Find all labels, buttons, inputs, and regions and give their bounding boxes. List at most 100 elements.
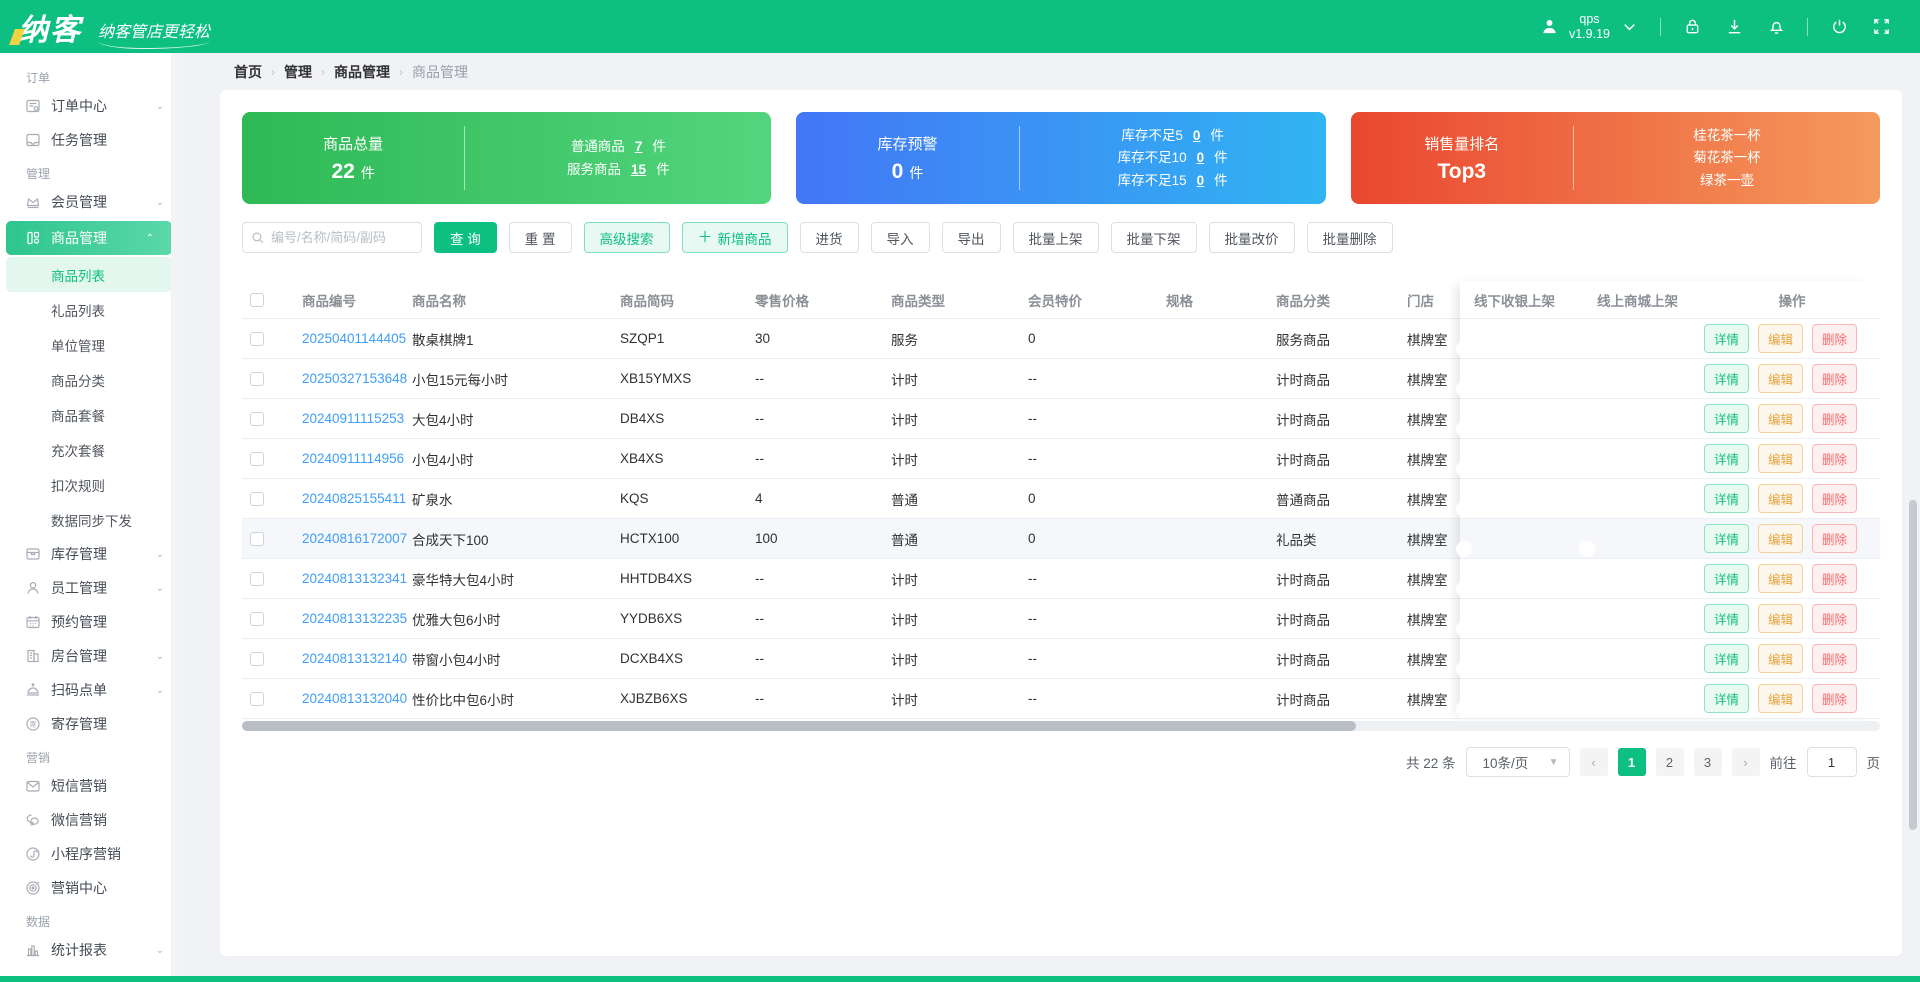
进货-button[interactable]: 进货 [799, 222, 859, 253]
page-number-button[interactable]: 1 [1617, 748, 1646, 776]
批量删除-button[interactable]: 批量删除 [1306, 222, 1393, 253]
导入-button[interactable]: 导入 [870, 222, 930, 253]
sidebar-item-寄存管理[interactable]: 寄寄存管理 [0, 707, 182, 741]
sidebar-subitem-商品分类[interactable]: 商品分类 [51, 373, 105, 389]
search-input[interactable] [271, 230, 413, 245]
delete-button[interactable]: 删除 [1812, 364, 1858, 393]
product-id-link[interactable]: 20250327153648 [302, 371, 408, 386]
product-id-link[interactable]: 20240813132140 [302, 651, 408, 666]
sidebar-item-员工管理[interactable]: 员工管理 ⌄ [0, 571, 182, 605]
sidebar-item-房台管理[interactable]: 房台管理 ⌄ [0, 639, 182, 673]
detail-button[interactable]: 详情 [1704, 444, 1750, 473]
product-id-link[interactable]: 20240813132040 [302, 691, 408, 706]
breadcrumb-item[interactable]: 商品管理 [334, 63, 390, 80]
批量下架-button[interactable]: 批量下架 [1110, 222, 1197, 253]
goto-page-input[interactable] [1806, 747, 1857, 777]
product-id-link[interactable]: 20240813132235 [302, 611, 408, 626]
sidebar-item-预约管理[interactable]: 预约管理 [0, 605, 182, 639]
detail-button[interactable]: 详情 [1704, 524, 1750, 553]
sidebar-item-营销中心[interactable]: 营销中心 [0, 871, 182, 905]
edit-button[interactable]: 编辑 [1758, 604, 1804, 633]
sidebar-subitem-充次套餐[interactable]: 充次套餐 [51, 443, 105, 459]
sidebar-subitem-礼品列表[interactable]: 礼品列表 [51, 303, 105, 319]
delete-button[interactable]: 删除 [1812, 524, 1858, 553]
product-id-link[interactable]: 20240813132341 [302, 571, 408, 586]
row-checkbox[interactable] [250, 691, 264, 706]
horizontal-scrollbar-thumb[interactable] [242, 721, 1356, 731]
product-id-link[interactable]: 20240825155411 [302, 491, 407, 506]
sidebar-item-统计报表[interactable]: 统计报表 ⌄ [0, 933, 182, 967]
lock-icon[interactable] [1681, 16, 1703, 38]
edit-button[interactable]: 编辑 [1758, 684, 1804, 713]
delete-button[interactable]: 删除 [1812, 564, 1858, 593]
row-checkbox[interactable] [250, 491, 264, 506]
sidebar-item-商品管理[interactable]: 商品管理 ⌃ [6, 221, 172, 255]
edit-button[interactable]: 编辑 [1758, 364, 1804, 393]
sidebar-item-会员管理[interactable]: 会员管理 ⌄ [0, 185, 182, 219]
product-id-link[interactable]: 20240911114956 [302, 451, 405, 466]
product-id-link[interactable]: 20240816172007 [302, 531, 408, 546]
detail-button[interactable]: 详情 [1704, 684, 1750, 713]
edit-button[interactable]: 编辑 [1758, 564, 1804, 593]
row-checkbox[interactable] [250, 371, 264, 386]
page-number-button[interactable]: 2 [1655, 748, 1684, 776]
detail-button[interactable]: 详情 [1704, 404, 1750, 433]
sidebar-item-短信营销[interactable]: 短信营销 [0, 769, 182, 803]
fullscreen-icon[interactable] [1870, 16, 1892, 38]
breadcrumb-item[interactable]: 首页 [234, 63, 262, 80]
delete-button[interactable]: 删除 [1812, 484, 1858, 513]
detail-button[interactable]: 详情 [1704, 644, 1750, 673]
download-icon[interactable] [1723, 16, 1745, 38]
edit-button[interactable]: 编辑 [1758, 404, 1804, 433]
user-menu[interactable]: qps v1.9.19 [1539, 12, 1640, 41]
sidebar-item-扫码点单[interactable]: 扫码点单 ⌄ [0, 673, 182, 707]
edit-button[interactable]: 编辑 [1758, 444, 1804, 473]
批量改价-button[interactable]: 批量改价 [1208, 222, 1295, 253]
row-checkbox[interactable] [250, 531, 264, 546]
detail-button[interactable]: 详情 [1704, 564, 1750, 593]
row-checkbox[interactable] [250, 651, 264, 666]
sidebar-subitem-商品列表[interactable]: 商品列表 [6, 257, 172, 292]
detail-button[interactable]: 详情 [1704, 364, 1750, 393]
detail-button[interactable]: 详情 [1704, 484, 1750, 513]
page-size-select[interactable]: 10条/页 ▼ [1465, 747, 1570, 777]
power-icon[interactable] [1828, 16, 1850, 38]
advanced-search-button[interactable]: 高级搜索 [583, 222, 670, 253]
sidebar-item-任务管理[interactable]: 任务管理 [0, 123, 182, 157]
vertical-scrollbar-thumb[interactable] [1909, 500, 1917, 830]
delete-button[interactable]: 删除 [1812, 444, 1858, 473]
horizontal-scrollbar[interactable] [242, 721, 1880, 731]
query-button[interactable]: 查 询 [434, 222, 497, 253]
detail-button[interactable]: 详情 [1704, 324, 1750, 353]
row-checkbox[interactable] [250, 451, 264, 466]
sidebar-item-小程序营销[interactable]: 小程序营销 [0, 837, 182, 871]
edit-button[interactable]: 编辑 [1758, 524, 1804, 553]
delete-button[interactable]: 删除 [1812, 404, 1858, 433]
sidebar-subitem-单位管理[interactable]: 单位管理 [51, 338, 105, 354]
next-page-button[interactable]: › [1731, 748, 1760, 776]
product-id-link[interactable]: 20240911115253 [302, 411, 405, 426]
product-id-link[interactable]: 20250401144405 [302, 331, 407, 346]
add-product-button[interactable]: ＋新增商品 [681, 222, 788, 253]
delete-button[interactable]: 删除 [1812, 644, 1858, 673]
select-all-checkbox[interactable] [250, 292, 264, 307]
导出-button[interactable]: 导出 [941, 222, 1001, 253]
批量上架-button[interactable]: 批量上架 [1012, 222, 1099, 253]
sidebar-item-订单中心[interactable]: 订单中心 ⌄ [0, 89, 182, 123]
sidebar-subitem-数据同步下发[interactable]: 数据同步下发 [51, 513, 132, 529]
breadcrumb-item[interactable]: 管理 [284, 63, 312, 80]
delete-button[interactable]: 删除 [1812, 604, 1858, 633]
row-checkbox[interactable] [250, 611, 264, 626]
edit-button[interactable]: 编辑 [1758, 324, 1804, 353]
prev-page-button[interactable]: ‹ [1579, 748, 1608, 776]
sidebar-subitem-商品套餐[interactable]: 商品套餐 [51, 408, 105, 424]
sidebar-item-库存管理[interactable]: 库存管理 ⌄ [0, 537, 182, 571]
edit-button[interactable]: 编辑 [1758, 484, 1804, 513]
page-number-button[interactable]: 3 [1693, 748, 1722, 776]
bell-icon[interactable] [1765, 16, 1787, 38]
row-checkbox[interactable] [250, 571, 264, 586]
reset-button[interactable]: 重 置 [508, 222, 572, 253]
row-checkbox[interactable] [250, 331, 264, 346]
edit-button[interactable]: 编辑 [1758, 644, 1804, 673]
detail-button[interactable]: 详情 [1704, 604, 1750, 633]
